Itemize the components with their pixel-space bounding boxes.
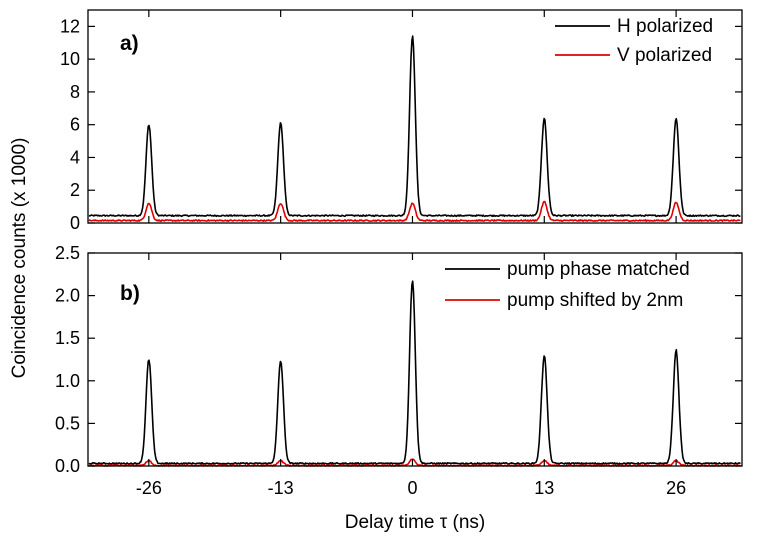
panel-b: 0.0 0.5 1.0 1.5 2.0 2.5 -26 -13 0 13 26 b) pump phas…	[55, 243, 743, 498]
x-tick-label: 13	[534, 478, 554, 498]
panel-label: b)	[120, 282, 140, 305]
y-tick-label: 2	[70, 180, 80, 200]
legend-label: H polarized	[617, 16, 713, 37]
y-tick-label: 0.0	[55, 456, 80, 476]
y-tick-label: 0.5	[55, 413, 80, 433]
x-tick-label: 0	[407, 478, 417, 498]
x-tick-label: -13	[268, 478, 294, 498]
y-tick-label: 10	[60, 49, 80, 69]
y-tick-label: 6	[70, 115, 80, 135]
panel-label: a)	[120, 32, 139, 55]
legend-label: pump phase matched	[507, 259, 690, 280]
plot-frame	[87, 252, 743, 467]
series-line-black	[88, 280, 741, 465]
plot-frame	[87, 9, 743, 224]
x-tick-label: 26	[666, 478, 686, 498]
y-tick-label: 8	[70, 82, 80, 102]
y-tick-label: 1.0	[55, 371, 80, 391]
legend-label: V polarized	[617, 45, 712, 66]
series-line-black	[88, 35, 741, 218]
x-tick-label: -26	[136, 478, 162, 498]
series-line-red	[88, 200, 741, 222]
y-tick-label: 0	[70, 213, 80, 233]
x-axis-title: Delay time τ (ns)	[345, 512, 486, 533]
y-tick-label: 4	[70, 147, 80, 167]
y-axis-title: Coincidence counts (x 1000)	[9, 138, 30, 379]
y-tick-label: 12	[60, 16, 80, 36]
y-tick-label: 1.5	[55, 328, 80, 348]
panel-a: 0 2 4 6 8 10 12 a) H polarized V polarized	[60, 9, 743, 233]
legend-label: pump shifted by 2nm	[507, 290, 683, 311]
y-tick-label: 2.5	[55, 243, 80, 263]
y-tick-label: 2.0	[55, 286, 80, 306]
